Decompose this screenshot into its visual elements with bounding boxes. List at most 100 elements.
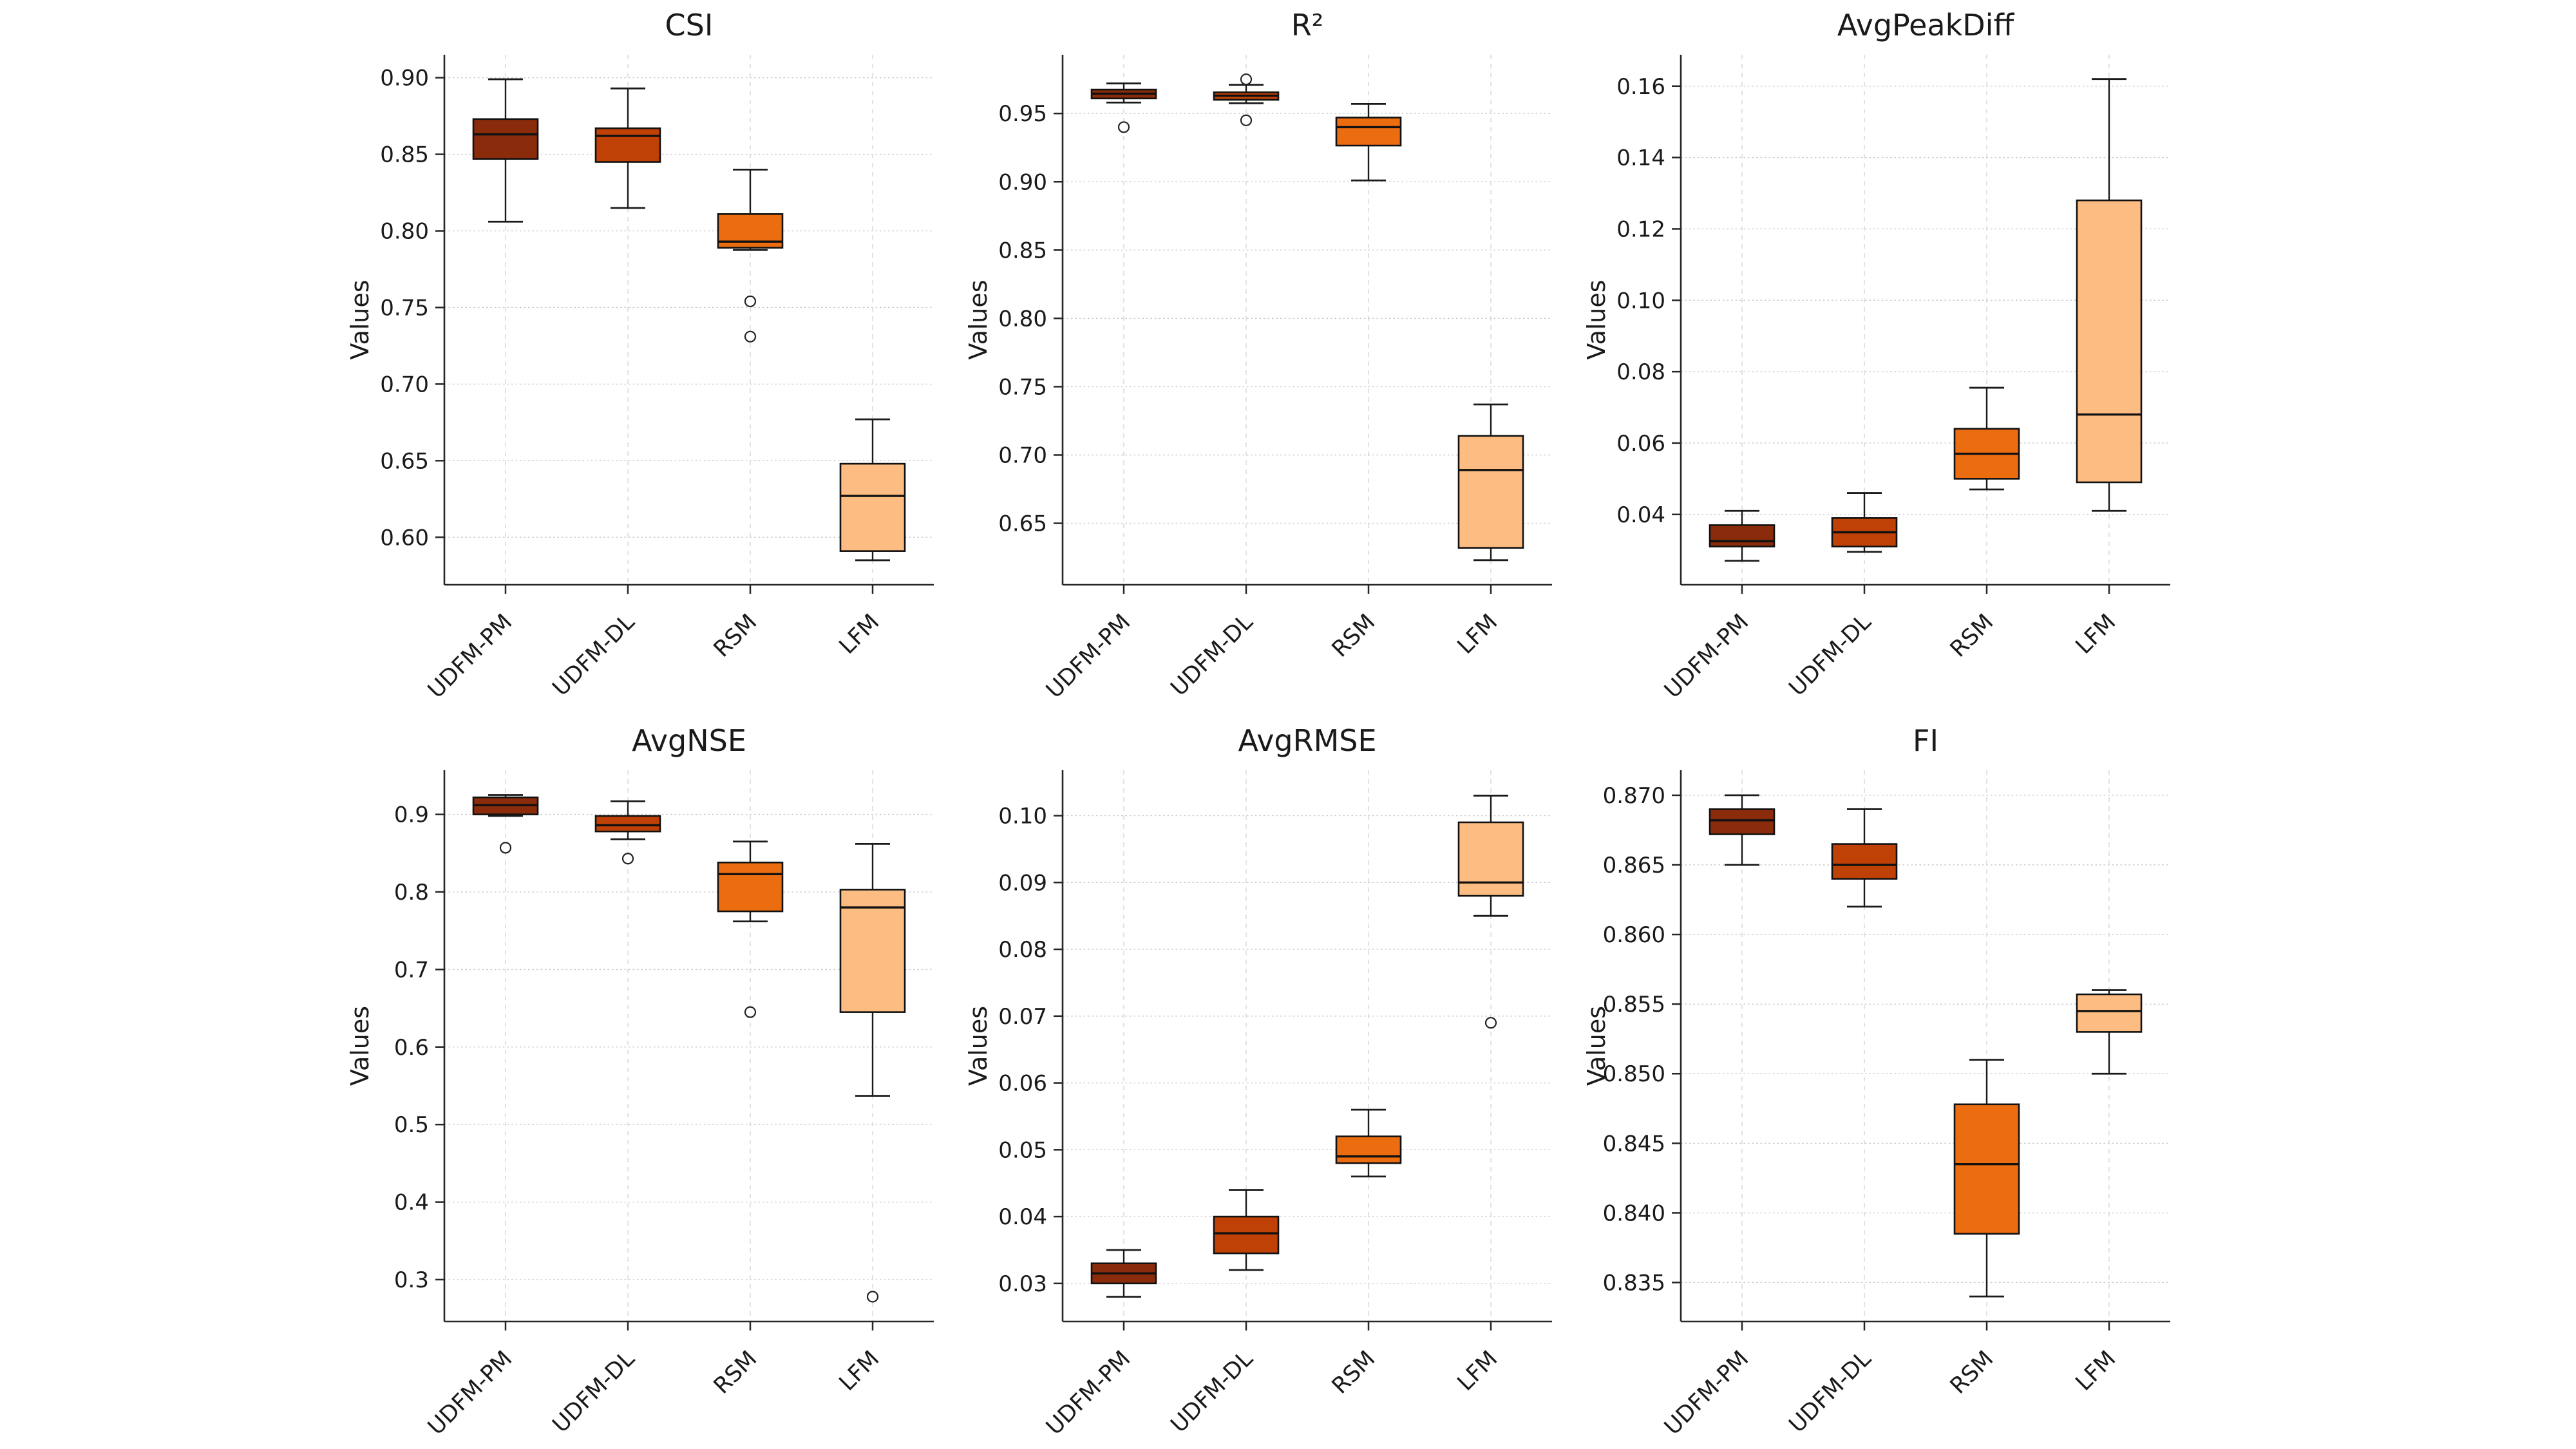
- y-tick-label: 0.08: [998, 937, 1047, 963]
- iqr-box: [1457, 435, 1524, 549]
- box-LFM: [839, 842, 906, 1303]
- y-tick-label: 0.90: [998, 169, 1047, 195]
- y-tick-label: 0.6: [394, 1035, 429, 1061]
- subplot-title: AvgNSE: [632, 723, 746, 758]
- box-UDFM-PM: [1709, 509, 1776, 562]
- outlier-point: [621, 853, 634, 865]
- box-UDFM-DL: [1213, 73, 1280, 126]
- y-tick-label: 0.855: [1603, 992, 1665, 1018]
- y-axis-label: Values: [346, 1006, 374, 1086]
- y-tick-label: 0.860: [1603, 922, 1665, 948]
- box-UDFM-DL: [1831, 808, 1898, 908]
- x-tick-label: UDFM-DL: [1785, 609, 1877, 701]
- x-tick-label: UDFM-DL: [548, 1346, 640, 1438]
- x-tick-label: UDFM-DL: [1166, 1346, 1258, 1438]
- y-tick-label: 0.7: [394, 957, 429, 983]
- iqr-box: [472, 118, 539, 160]
- y-tick-label: 0.3: [394, 1267, 429, 1293]
- box-UDFM-PM: [472, 794, 539, 854]
- subplot-title: AvgPeakDiff: [1837, 8, 2015, 43]
- y-tick-label: 0.70: [380, 372, 429, 397]
- y-axis-label: Values: [1582, 279, 1611, 359]
- y-axis-label: Values: [964, 1006, 992, 1086]
- subplot-CSI: 0.60 0.65 0.70 0.75 0.80 0.85 0.90 UDFM-PM UDFM-…: [346, 8, 934, 703]
- x-tick-label: LFM: [1453, 1346, 1503, 1396]
- y-tick-label: 0.10: [998, 804, 1047, 829]
- iqr-box: [1213, 1215, 1280, 1255]
- y-tick-label: 0.09: [998, 870, 1047, 896]
- box-UDFM-DL: [1213, 1189, 1280, 1271]
- box-RSM: [1953, 386, 2020, 491]
- box-LFM: [1457, 795, 1524, 1029]
- y-tick-label: 0.70: [998, 442, 1047, 468]
- iqr-box: [839, 889, 906, 1013]
- y-tick-label: 0.08: [1616, 359, 1665, 385]
- iqr-box: [717, 861, 784, 913]
- iqr-box: [594, 127, 661, 163]
- y-tick-label: 0.10: [1616, 288, 1665, 314]
- iqr-box: [1335, 117, 1402, 147]
- outlier-point: [1117, 121, 1130, 133]
- y-tick-label: 0.8: [394, 880, 429, 905]
- outlier-point: [1240, 73, 1253, 86]
- outlier-point: [499, 842, 512, 854]
- y-axis-label: Values: [1582, 1006, 1611, 1086]
- y-axis-label: Values: [964, 279, 992, 359]
- y-tick-label: 0.05: [998, 1137, 1047, 1163]
- box-UDFM-DL: [1831, 492, 1898, 553]
- box-UDFM-DL: [594, 87, 661, 209]
- box-LFM: [839, 418, 906, 562]
- x-tick-label: UDFM-DL: [1785, 1346, 1877, 1438]
- x-tick-label: UDFM-PM: [1660, 609, 1754, 703]
- x-tick-label: UDFM-DL: [548, 609, 640, 701]
- y-tick-label: 0.90: [380, 66, 429, 91]
- subplot-R²: 0.65 0.70 0.75 0.80 0.85 0.90 0.95 UDFM-PM UDFM-…: [964, 8, 1552, 703]
- iqr-box: [1709, 524, 1776, 547]
- box-RSM: [717, 168, 784, 343]
- y-tick-label: 0.75: [380, 295, 429, 321]
- outlier-point: [744, 1006, 757, 1018]
- subplot-FI: 0.835 0.840 0.845 0.850 0.855 0.860 0.865 0.870…: [1582, 723, 2170, 1440]
- y-tick-label: 0.06: [998, 1071, 1047, 1097]
- y-tick-label: 0.85: [998, 238, 1047, 263]
- y-axis-label: Values: [346, 279, 374, 359]
- box-UDFM-PM: [1090, 82, 1157, 133]
- y-tick-label: 0.16: [1616, 74, 1665, 100]
- y-tick-label: 0.865: [1603, 853, 1665, 878]
- y-tick-label: 0.60: [380, 525, 429, 551]
- y-tick-label: 0.75: [998, 374, 1047, 400]
- subplot-title: FI: [1913, 723, 1938, 758]
- outlier-point: [1484, 1017, 1497, 1029]
- subplot-AvgNSE: 0.3 0.4 0.5 0.6 0.7 0.8 0.9 UDFM-PM UDFM-DL RSM LF…: [346, 723, 934, 1440]
- y-tick-label: 0.95: [998, 101, 1047, 127]
- x-tick-label: UDFM-PM: [423, 609, 517, 703]
- box-LFM: [2076, 78, 2143, 512]
- y-tick-label: 0.850: [1603, 1061, 1665, 1087]
- x-tick-label: UDFM-PM: [1660, 1346, 1754, 1440]
- box-UDFM-DL: [594, 800, 661, 865]
- iqr-box: [1457, 821, 1524, 897]
- box-LFM: [2076, 989, 2143, 1075]
- x-tick-label: UDFM-PM: [423, 1346, 517, 1440]
- iqr-box: [1335, 1135, 1402, 1164]
- box-UDFM-PM: [472, 78, 539, 223]
- x-tick-label: UDFM-DL: [1166, 609, 1258, 701]
- y-tick-label: 0.04: [998, 1204, 1047, 1230]
- box-UDFM-PM: [1090, 1249, 1157, 1298]
- outlier-point: [744, 330, 757, 343]
- y-tick-label: 0.12: [1616, 216, 1665, 242]
- x-tick-label: LFM: [2071, 609, 2121, 659]
- outlier-point: [866, 1291, 879, 1303]
- iqr-box: [2076, 199, 2143, 484]
- iqr-box: [594, 815, 661, 833]
- x-tick-label: LFM: [1453, 609, 1503, 659]
- y-tick-label: 0.65: [998, 511, 1047, 537]
- box-UDFM-PM: [1709, 794, 1776, 866]
- outlier-point: [744, 295, 757, 308]
- y-tick-label: 0.840: [1603, 1200, 1665, 1226]
- x-tick-label: UDFM-PM: [1041, 1346, 1135, 1440]
- y-tick-label: 0.03: [998, 1271, 1047, 1297]
- subplot-AvgRMSE: 0.03 0.04 0.05 0.06 0.07 0.08 0.09 0.10 UDFM-PM U…: [964, 723, 1552, 1440]
